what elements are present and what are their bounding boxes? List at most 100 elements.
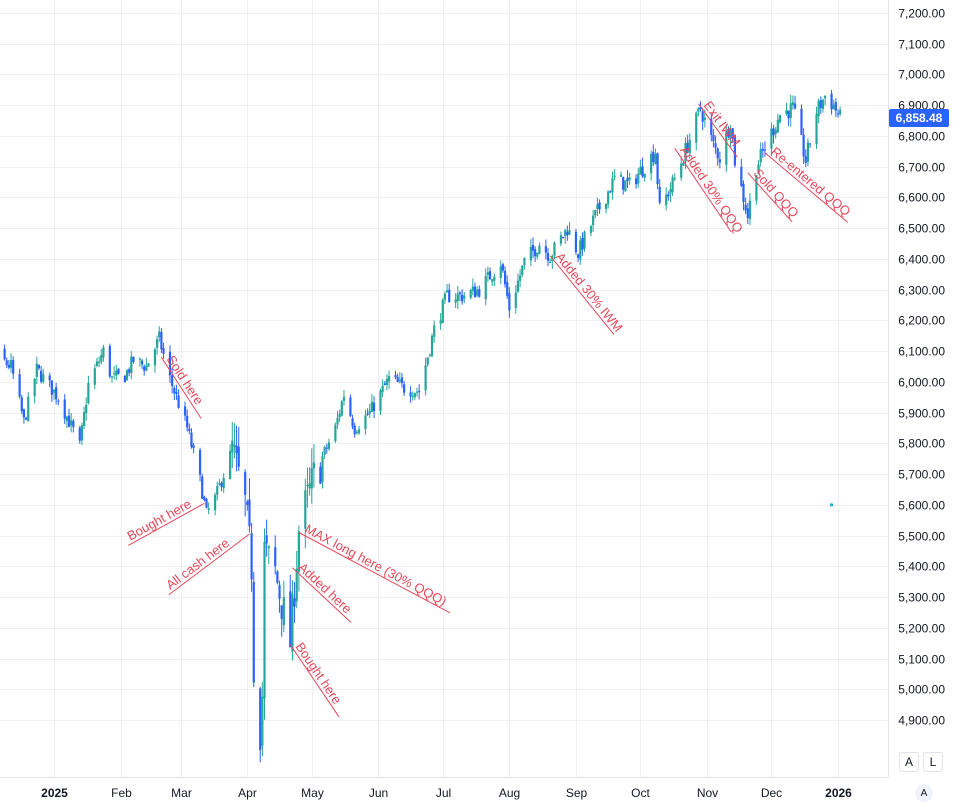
candle [398,372,401,384]
candle [188,423,191,435]
candle [469,288,472,300]
candle [514,285,517,314]
candle [355,429,358,435]
log-scale-button[interactable]: L [923,752,943,772]
candle [117,368,120,375]
candle [821,98,825,113]
candle [448,283,451,303]
candle [574,228,578,255]
auto-scale-button[interactable]: A [899,752,919,772]
time-axis-settings-button[interactable]: A [915,784,933,802]
candle [27,391,30,423]
candle [478,285,481,298]
candle [42,368,45,384]
x-tick-label: 2025 [41,786,68,800]
y-tick-label: 5,600.00 [898,499,945,513]
candle [353,422,356,438]
candle [327,438,331,451]
x-tick-label: Apr [238,786,257,800]
candle [787,110,790,127]
candle [267,544,270,565]
candle [733,135,736,168]
candle [394,370,397,380]
candle [132,356,135,364]
candle [168,345,172,383]
candle [304,478,307,549]
y-tick-label: 5,500.00 [898,530,945,544]
candle [499,260,502,285]
candle [433,320,436,343]
candle [233,423,236,459]
candle [559,231,563,247]
candle [626,170,629,189]
candle [740,158,743,188]
annotation-label: All cash here [163,535,232,592]
candle [396,373,399,383]
marker-point [829,503,834,507]
candle [323,445,326,459]
candle [637,168,640,188]
candle [609,190,612,193]
candle [82,406,86,430]
candle [7,359,10,370]
candle [439,313,442,330]
candle [650,150,653,181]
candle [774,126,777,139]
candle [519,269,522,288]
time-axis[interactable]: 2025 Feb Mar Apr May Jun Jul Aug Sep Oct Nov Dec 202… [41,786,852,800]
candle [198,447,202,482]
candle [688,133,691,159]
candle [123,375,126,383]
candle [665,187,668,211]
candle [503,266,507,288]
x-tick-label: Feb [111,786,132,800]
candle [3,344,6,361]
candle [808,143,812,148]
candle [413,392,416,401]
last-price-label: 6,858.48 [889,109,949,127]
candle [671,174,674,197]
candle [289,574,292,648]
candle [216,481,219,501]
candle [456,286,459,310]
candle [791,95,794,110]
candle [538,242,541,255]
candle [274,535,277,575]
candle [428,353,431,358]
candle [336,410,339,429]
candle [252,572,255,688]
candle [411,391,414,401]
candle [561,236,565,239]
y-tick-label: 6,700.00 [898,161,945,175]
y-tick-label: 6,300.00 [898,284,945,298]
y-tick-label: 7,000.00 [898,68,945,82]
candle [486,266,489,282]
candle [364,409,367,435]
candle [55,382,58,405]
candle [415,387,419,397]
candle [763,141,767,157]
candle [265,519,268,557]
candle [441,298,444,324]
price-axis[interactable]: 7,200.007,100.007,000.006,900.006,800.00… [898,7,945,728]
candle [458,291,462,302]
candle [338,409,341,423]
candle [598,199,601,214]
candle [278,580,281,613]
candle [658,179,661,205]
candle [192,442,195,454]
x-tick-label: Nov [697,786,718,800]
candle [834,98,837,118]
candle [789,94,792,127]
x-tick-label: May [301,786,324,800]
candle [128,367,131,377]
candle [697,107,700,117]
candle [50,380,53,402]
annotation-line [549,255,615,335]
candle [596,197,599,217]
candle [473,282,477,298]
candle [746,202,749,225]
candle [321,451,324,489]
candle [568,222,571,236]
